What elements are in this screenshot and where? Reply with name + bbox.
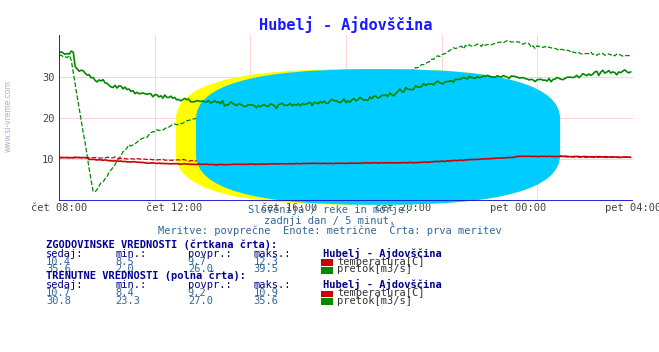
Text: 27.0: 27.0 (188, 296, 213, 306)
Text: 12.3: 12.3 (254, 257, 279, 267)
Text: 10.7: 10.7 (46, 288, 71, 298)
Text: min.:: min.: (115, 249, 146, 259)
Text: maks.:: maks.: (254, 249, 291, 259)
Text: 26.0: 26.0 (188, 264, 213, 275)
Text: maks.:: maks.: (254, 280, 291, 290)
Text: pretok[m3/s]: pretok[m3/s] (337, 264, 413, 275)
Text: zadnji dan / 5 minut.: zadnji dan / 5 minut. (264, 215, 395, 226)
Title: Hubelj - Ajdovščina: Hubelj - Ajdovščina (259, 16, 433, 33)
Text: 8.5: 8.5 (115, 257, 134, 267)
Text: 8.4: 8.4 (115, 288, 134, 298)
Text: Hubelj - Ajdovščina: Hubelj - Ajdovščina (323, 279, 442, 290)
Text: www.si-vreme.com: www.si-vreme.com (3, 80, 13, 152)
Text: ZGODOVINSKE VREDNOSTI (črtkana črta):: ZGODOVINSKE VREDNOSTI (črtkana črta): (46, 240, 277, 250)
FancyBboxPatch shape (176, 69, 560, 205)
Text: www.si-vreme.com: www.si-vreme.com (227, 121, 465, 141)
Text: 10.4: 10.4 (46, 257, 71, 267)
Text: sedaj:: sedaj: (46, 249, 84, 259)
Text: povpr.:: povpr.: (188, 249, 231, 259)
Text: min.:: min.: (115, 280, 146, 290)
Text: 39.5: 39.5 (254, 264, 279, 275)
Text: Slovenija / reke in morje.: Slovenija / reke in morje. (248, 205, 411, 215)
Text: sedaj:: sedaj: (46, 280, 84, 290)
Text: TRENUTNE VREDNOSTI (polna črta):: TRENUTNE VREDNOSTI (polna črta): (46, 271, 246, 282)
Text: Meritve: povprečne  Enote: metrične  Črta: prva meritev: Meritve: povprečne Enote: metrične Črta:… (158, 224, 501, 236)
Text: Hubelj - Ajdovščina: Hubelj - Ajdovščina (323, 248, 442, 259)
FancyBboxPatch shape (196, 69, 560, 205)
Text: 30.8: 30.8 (46, 296, 71, 306)
Text: 10.9: 10.9 (254, 288, 279, 298)
Text: 23.3: 23.3 (115, 296, 140, 306)
Text: povpr.:: povpr.: (188, 280, 231, 290)
Text: temperatura[C]: temperatura[C] (337, 288, 425, 298)
Text: 35.6: 35.6 (254, 296, 279, 306)
Text: temperatura[C]: temperatura[C] (337, 257, 425, 267)
Text: pretok[m3/s]: pretok[m3/s] (337, 296, 413, 306)
Text: 35.6: 35.6 (46, 264, 71, 275)
Text: 2.0: 2.0 (115, 264, 134, 275)
Text: 9.7: 9.7 (188, 257, 206, 267)
Text: 9.2: 9.2 (188, 288, 206, 298)
